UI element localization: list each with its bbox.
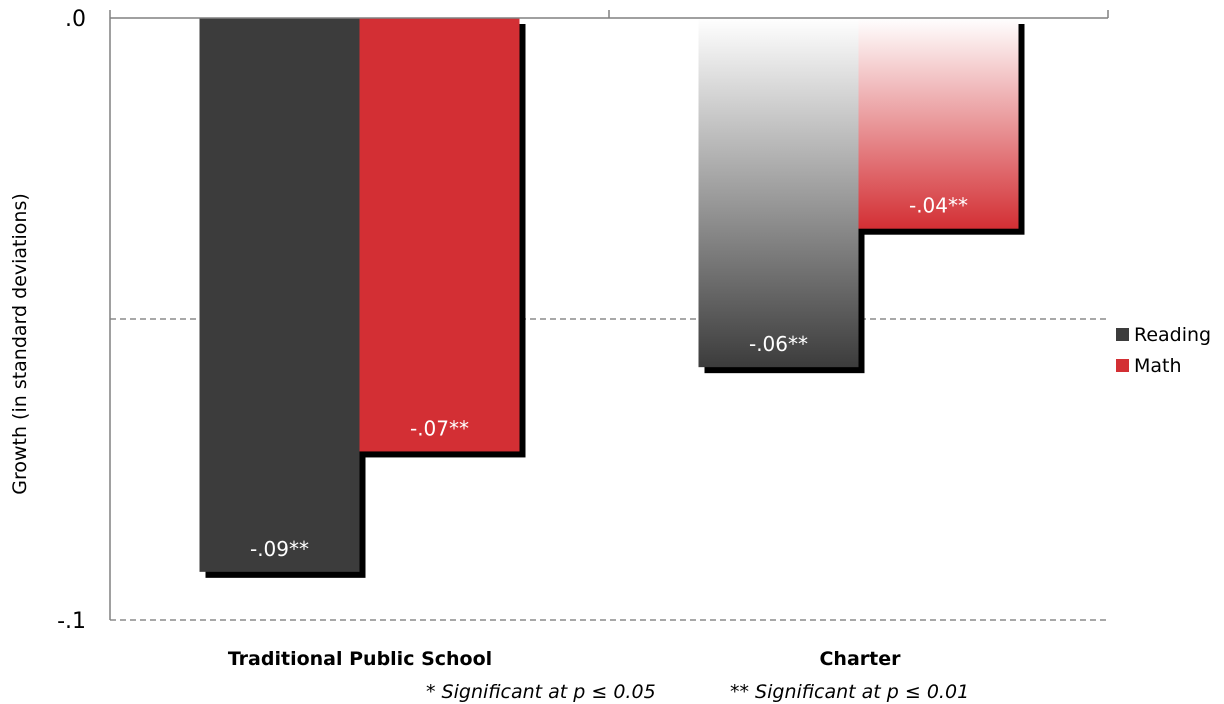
y-tick-label-bottom: -.1	[57, 609, 86, 634]
bar-reading-charter	[698, 18, 859, 368]
legend-label-reading: Reading	[1134, 324, 1211, 346]
axes: .0 -.1 Growth (in standard deviations)	[9, 7, 1109, 634]
legend-swatch-reading	[1116, 328, 1129, 341]
note-significance-05: * Significant at p ≤ 0.05	[426, 681, 656, 703]
bar-reading-traditional	[199, 18, 360, 572]
legend-label-math: Math	[1134, 355, 1182, 377]
category-label-traditional: Traditional Public School	[228, 648, 492, 670]
bar-math-traditional	[359, 18, 520, 452]
y-axis-title: Growth (in standard deviations)	[9, 193, 31, 495]
bars: -.09** -.07** -.06** -.04**	[199, 18, 1025, 578]
gridlines	[110, 318, 1108, 621]
legend-swatch-math	[1116, 359, 1129, 372]
category-labels: Traditional Public School Charter	[228, 648, 901, 670]
legend: Reading Math	[1116, 324, 1211, 377]
y-tick-label-top: .0	[65, 7, 86, 32]
category-label-charter: Charter	[819, 648, 901, 670]
note-significance-01: ** Significant at p ≤ 0.01	[730, 681, 969, 703]
bar-label-reading-traditional: -.09**	[250, 537, 309, 561]
significance-notes: * Significant at p ≤ 0.05 ** Significant…	[426, 681, 969, 703]
bar-label-math-charter: -.04**	[909, 194, 968, 218]
bar-math-charter	[858, 18, 1019, 229]
bar-label-math-traditional: -.07**	[410, 416, 469, 440]
bar-label-reading-charter: -.06**	[749, 332, 808, 356]
